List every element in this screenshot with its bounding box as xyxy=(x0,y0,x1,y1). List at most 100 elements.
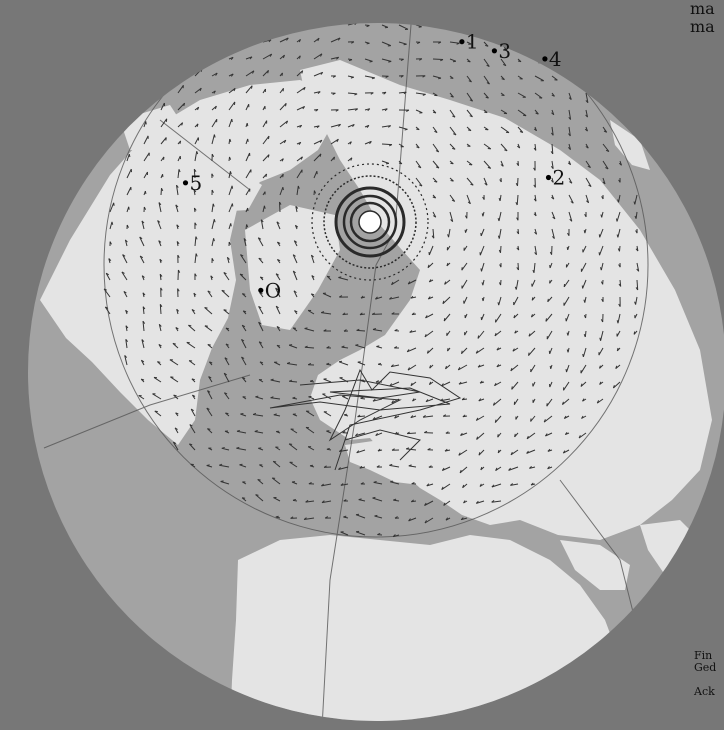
flow-vector-head xyxy=(211,258,214,262)
flow-vector-head xyxy=(125,309,129,313)
flow-vector-head xyxy=(369,60,373,63)
flow-vector-head xyxy=(422,75,426,78)
flow-vector-head xyxy=(387,125,392,128)
flow-vector xyxy=(449,211,454,222)
flow-vector xyxy=(424,330,434,338)
flow-vector xyxy=(126,168,132,179)
flow-vector-head xyxy=(481,297,484,302)
flow-vector xyxy=(245,85,253,94)
flow-vector-head xyxy=(142,306,146,310)
flow-vector xyxy=(565,313,570,322)
flow-vector-head xyxy=(242,293,246,295)
flow-vector-head xyxy=(375,432,378,436)
flow-vector-head xyxy=(298,142,302,145)
flow-vector-head xyxy=(258,341,263,344)
flow-vector xyxy=(271,477,281,485)
flow-vector-head xyxy=(533,213,537,217)
flow-vector-head xyxy=(394,516,398,519)
flow-vector-head xyxy=(616,234,619,238)
flow-vector-head xyxy=(267,154,270,158)
flow-vector-head xyxy=(441,467,445,471)
flow-vector-head xyxy=(419,184,423,187)
flow-vector-head xyxy=(236,446,240,449)
flow-vector-head xyxy=(388,60,392,63)
flow-vector xyxy=(480,228,485,237)
flow-vector-head xyxy=(500,164,504,167)
flow-vector-head xyxy=(467,60,471,63)
flow-vector xyxy=(313,91,321,94)
flow-vector-head xyxy=(479,380,483,384)
flow-vector-head xyxy=(547,466,550,470)
flow-vector xyxy=(305,410,315,417)
flow-vector xyxy=(245,56,253,60)
marker-label: 1 xyxy=(466,30,479,54)
flow-vector-head xyxy=(514,330,517,334)
flow-vector xyxy=(372,497,383,502)
flow-vector-head xyxy=(422,93,426,96)
flow-vector-head xyxy=(141,339,145,343)
flow-vector-head xyxy=(372,398,376,402)
flow-vector xyxy=(275,287,281,298)
flow-vector xyxy=(528,330,536,337)
meridian-line xyxy=(43,374,251,449)
polar-vortex xyxy=(311,163,429,281)
flow-vector xyxy=(142,306,145,315)
flow-vector-head xyxy=(498,249,501,253)
flow-vector xyxy=(124,355,128,366)
flow-vector xyxy=(262,154,270,162)
flow-vector xyxy=(443,500,451,506)
flow-vector-head xyxy=(183,102,186,107)
flow-vector xyxy=(602,177,606,185)
flow-vector-head xyxy=(425,399,429,403)
flow-vector-head xyxy=(338,467,341,470)
flow-vector-head xyxy=(618,283,622,287)
flow-vector xyxy=(340,531,349,536)
flow-vector-head xyxy=(213,219,216,223)
marker-dot xyxy=(258,287,264,293)
flow-vector-head xyxy=(354,93,358,96)
flow-vector-head xyxy=(497,302,500,306)
flow-vector xyxy=(279,120,288,128)
flow-vector xyxy=(296,23,304,26)
flow-vector-head xyxy=(251,85,253,89)
flow-vector xyxy=(510,449,519,456)
flow-vector-head xyxy=(585,100,589,104)
flow-vector-head xyxy=(599,337,602,341)
flow-vector-head xyxy=(426,350,429,354)
flow-vector xyxy=(498,228,502,239)
flow-vector xyxy=(483,75,490,85)
flow-vector xyxy=(510,483,519,486)
flow-vector-head xyxy=(207,344,211,346)
flow-vector xyxy=(500,143,508,152)
flow-vector-head xyxy=(418,26,422,28)
flow-vector-head xyxy=(390,480,394,483)
flow-vector-head xyxy=(476,436,479,440)
flow-vector xyxy=(207,390,213,400)
flow-vector-head xyxy=(583,229,586,234)
flow-vector-head xyxy=(433,215,437,218)
flow-vector-head xyxy=(435,166,440,169)
flow-vector-head xyxy=(519,131,523,133)
flow-vector-head xyxy=(434,130,438,134)
flow-vector-head xyxy=(259,361,264,364)
flow-vector-head xyxy=(528,333,531,337)
flow-vector xyxy=(313,153,322,162)
flow-vector-head xyxy=(189,443,193,446)
flow-vector-head xyxy=(615,365,618,369)
flow-vector-head xyxy=(460,432,463,436)
flow-vector xyxy=(158,324,162,332)
flow-vector-head xyxy=(533,167,536,171)
flow-vector xyxy=(391,279,400,286)
flow-vector xyxy=(262,135,270,145)
flow-vector-head xyxy=(453,133,457,136)
flow-vector xyxy=(636,262,640,272)
flow-vector-head xyxy=(600,267,602,271)
flow-vector xyxy=(568,194,574,204)
flow-vector-head xyxy=(511,386,513,390)
flow-vector xyxy=(262,23,268,26)
flow-vector-head xyxy=(501,78,505,81)
flow-vector-head xyxy=(292,498,296,501)
flow-vector-head xyxy=(175,327,179,330)
flow-vector-head xyxy=(568,133,571,137)
flow-vector xyxy=(580,381,587,387)
